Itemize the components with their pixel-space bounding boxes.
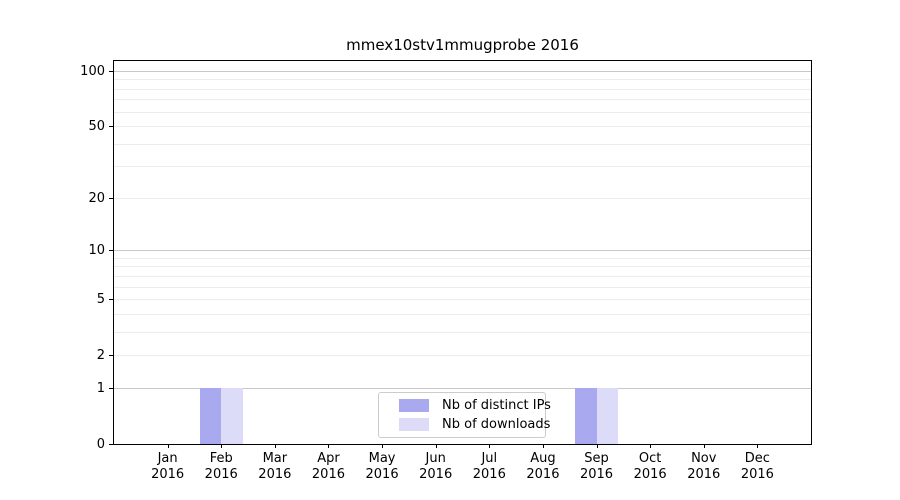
y-tick-1 <box>109 387 114 389</box>
x-tick-dec <box>757 444 759 448</box>
legend-swatch-downloads <box>399 418 429 431</box>
x-tick-sep <box>596 444 598 448</box>
x-axis-label-sep: Sep 2016 <box>565 451 629 482</box>
y-axis-label-100: 100 <box>80 64 105 79</box>
x-tick-jun <box>435 444 437 448</box>
gridline-minor-9 <box>114 257 811 259</box>
gridline-minor-2 <box>114 355 811 357</box>
y-axis-label-10: 10 <box>88 243 105 259</box>
bar-feb-downloads <box>221 387 243 444</box>
gridline-minor-5 <box>114 299 811 301</box>
y-axis-label-20: 20 <box>88 190 105 206</box>
legend-label-downloads: Nb of downloads <box>442 417 551 432</box>
gridline-minor-50 <box>114 126 811 128</box>
legend-item-distinct-ips: Nb of distinct IPs <box>399 397 551 414</box>
gridline-minor-30 <box>114 166 811 168</box>
gridline-minor-20 <box>114 197 811 199</box>
x-axis-label-jun: Jun 2016 <box>404 451 468 482</box>
gridline-minor-3 <box>114 331 811 333</box>
x-tick-oct <box>650 444 652 448</box>
y-axis-label-50: 50 <box>88 119 105 135</box>
x-axis-year-jan: 2016 <box>151 466 185 482</box>
legend-label-distinct-ips: Nb of distinct IPs <box>442 398 551 413</box>
x-axis-year-apr: 2016 <box>311 466 345 482</box>
x-axis-year-sep: 2016 <box>579 466 614 482</box>
x-axis-label-dec: Dec 2016 <box>725 451 789 482</box>
y-tick-5 <box>109 299 114 301</box>
x-tick-jan <box>167 444 169 448</box>
x-axis-year-aug: 2016 <box>526 466 560 482</box>
gridline-minor-4 <box>114 313 811 315</box>
y-tick-2 <box>109 355 114 357</box>
plot-area: Nb of distinct IPs Nb of downloads <box>113 60 812 445</box>
gridline-minor-40 <box>114 143 811 145</box>
y-tick-100 <box>109 71 114 72</box>
x-axis-label-apr: Apr 2016 <box>296 451 360 482</box>
x-axis-year-jun: 2016 <box>419 466 453 482</box>
x-tick-jul <box>489 444 491 448</box>
x-axis-year-dec: 2016 <box>740 466 774 482</box>
x-tick-aug <box>542 444 544 448</box>
gridline-major-100 <box>114 71 811 72</box>
x-tick-apr <box>328 444 330 448</box>
x-axis-year-oct: 2016 <box>633 466 667 482</box>
y-axis-label-1: 1 <box>96 380 105 396</box>
x-tick-feb <box>221 444 223 448</box>
y-tick-10 <box>109 250 114 252</box>
x-axis-label-jan: Jan 2016 <box>136 451 200 482</box>
y-tick-50 <box>109 126 114 128</box>
x-axis-label-may: May 2016 <box>350 451 414 482</box>
y-axis-label-2: 2 <box>96 348 105 364</box>
x-axis-year-feb: 2016 <box>204 466 238 482</box>
gridline-major-10 <box>114 250 811 252</box>
bar-sep-distinct-ips <box>575 387 597 444</box>
gridline-minor-70 <box>114 99 811 101</box>
x-axis-year-nov: 2016 <box>687 466 721 482</box>
y-tick-20 <box>109 197 114 199</box>
gridline-minor-6 <box>114 286 811 288</box>
x-axis-label-feb: Feb 2016 <box>189 451 253 482</box>
x-axis-year-may: 2016 <box>365 466 399 482</box>
legend: Nb of distinct IPs Nb of downloads <box>378 392 551 438</box>
legend-item-downloads: Nb of downloads <box>399 416 550 433</box>
x-axis-label-jul: Jul 2016 <box>457 451 521 482</box>
legend-swatch-distinct-ips <box>399 399 429 412</box>
gridline-minor-60 <box>114 111 811 113</box>
gridline-major-1 <box>114 387 811 389</box>
y-axis-label-0: 0 <box>96 437 105 452</box>
gridline-minor-7 <box>114 275 811 277</box>
x-axis-label-oct: Oct 2016 <box>618 451 682 482</box>
gridline-minor-8 <box>114 266 811 268</box>
gridline-minor-90 <box>114 79 811 81</box>
x-tick-mar <box>274 444 276 448</box>
x-axis-label-mar: Mar 2016 <box>243 451 307 482</box>
x-axis-label-nov: Nov 2016 <box>672 451 736 482</box>
x-tick-nov <box>703 444 705 448</box>
bar-feb-distinct-ips <box>199 387 222 444</box>
gridline-minor-80 <box>114 88 811 90</box>
x-tick-may <box>382 444 384 448</box>
chart-title: mmex10stv1mmugprobe 2016 <box>346 36 579 54</box>
bar-sep-downloads <box>596 387 618 444</box>
x-axis-label-aug: Aug 2016 <box>511 451 575 482</box>
x-axis-year-jul: 2016 <box>472 466 506 482</box>
x-axis-year-mar: 2016 <box>258 466 292 482</box>
y-tick-0 <box>109 444 114 445</box>
y-axis-label-5: 5 <box>96 292 105 308</box>
